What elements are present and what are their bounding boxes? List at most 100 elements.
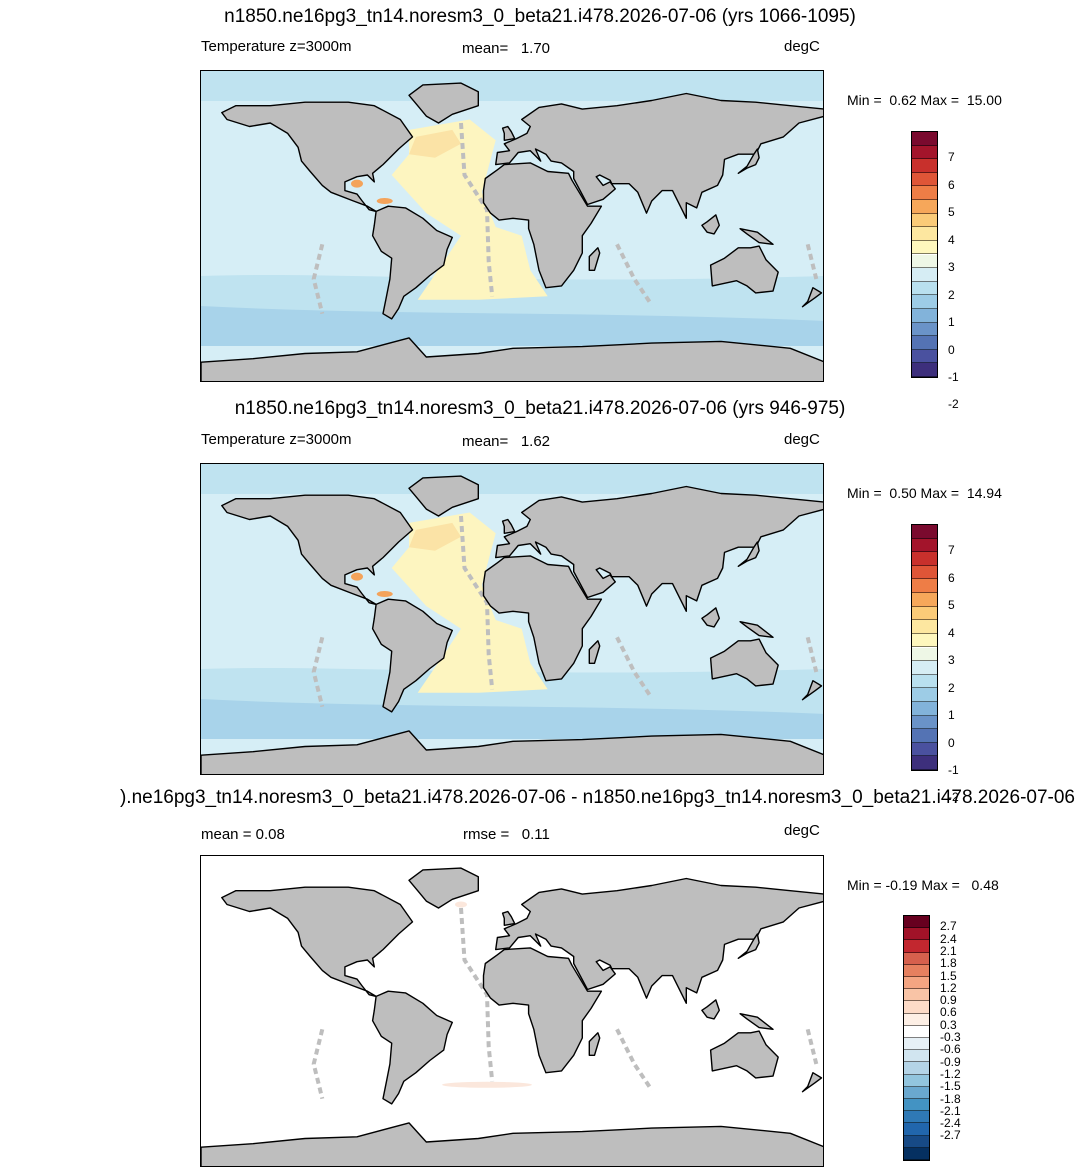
panel-title: ).ne16pg3_tn14.noresm3_0_beta21.i478.202… <box>119 787 1075 808</box>
colorbar-swatch <box>904 1147 929 1160</box>
min-value: 0.62 <box>889 92 917 108</box>
colorbar-tick-label: 1 <box>948 315 955 330</box>
colorbar-swatch <box>912 349 937 364</box>
colorbar-swatch <box>912 336 937 350</box>
colorbar-tick-label: 3 <box>948 653 955 668</box>
colorbar-tick-label: 1.5 <box>940 968 957 983</box>
colorbar-tick-label: 6 <box>948 570 955 585</box>
colorbar-swatch <box>904 1086 929 1099</box>
colorbar-swatch <box>912 661 937 675</box>
colorbar-swatch <box>904 1001 929 1014</box>
colorbar-swatch <box>912 688 937 702</box>
colorbar-tick-label: -2.4 <box>940 1116 961 1131</box>
colorbar-swatch <box>904 964 929 977</box>
colorbar-swatch <box>912 132 937 146</box>
colorbar-tick-label: 2.7 <box>940 919 957 934</box>
mean-label: mean = 0.08 <box>201 826 285 843</box>
colorbar-tick-label: 7 <box>948 150 955 165</box>
mean-value: 1.70 <box>520 40 551 57</box>
colorbar-swatch <box>904 1013 929 1026</box>
panel-title: n1850.ne16pg3_tn14.noresm3_0_beta21.i478… <box>224 6 856 27</box>
min-value: -0.19 <box>885 877 918 893</box>
colorbar-tick-label: 4 <box>948 232 955 247</box>
colorbar-swatch <box>912 172 937 187</box>
colorbar-tick-label: 5 <box>948 205 955 220</box>
colorbar-tick-label: 0.6 <box>940 1005 957 1020</box>
colorbar-tick-label: 6 <box>948 177 955 192</box>
colorbar-tick-label: 0.3 <box>940 1017 957 1032</box>
min-max-label: Min = 0.62 Max = 15.00 <box>847 92 1002 108</box>
min-value: 0.50 <box>889 485 917 501</box>
panel-3-difference: ).ne16pg3_tn14.noresm3_0_beta21.i478.202… <box>0 786 1080 1173</box>
colorbar-tick-label: -0.3 <box>940 1030 961 1044</box>
units-label: degC <box>784 38 820 55</box>
colorbar-swatch <box>912 145 937 160</box>
colorbar-swatch <box>912 742 937 757</box>
colorbar-swatch <box>904 1074 929 1087</box>
colorbar-swatch <box>904 952 929 965</box>
colorbar-swatch <box>904 1050 929 1063</box>
colorbar-tick-label: 2.4 <box>940 931 957 946</box>
panel-title: n1850.ne16pg3_tn14.noresm3_0_beta21.i478… <box>234 398 846 419</box>
colorbar-swatch <box>912 579 937 594</box>
colorbar-swatch <box>912 240 937 255</box>
colorbar-tick-label: 1.2 <box>940 980 957 995</box>
colorbar-swatch <box>904 940 929 953</box>
colorbar-tick-label: 7 <box>948 543 955 558</box>
colorbar-swatch <box>912 268 937 282</box>
colorbar-swatch <box>912 606 937 621</box>
colorbar-swatch <box>912 322 937 337</box>
mean-label: mean= 1.62 <box>462 433 551 450</box>
colorbar-swatch <box>912 281 937 296</box>
world-map <box>200 855 824 1167</box>
colorbar-swatch <box>912 538 937 553</box>
colorbar-swatch <box>904 1111 929 1124</box>
colorbar-swatch <box>904 1038 929 1051</box>
max-value: 0.48 <box>971 877 999 893</box>
colorbar-tick-label: 3 <box>948 260 955 275</box>
world-map <box>200 70 824 382</box>
units-label: degC <box>784 431 820 448</box>
world-map <box>200 463 824 775</box>
colorbar <box>911 131 938 378</box>
colorbar <box>903 915 930 1161</box>
colorbar-tick-label: -2.7 <box>940 1128 961 1143</box>
colorbar-tick-label: 5 <box>948 598 955 613</box>
colorbar-tick-label: -1.5 <box>940 1079 961 1094</box>
colorbar-swatch <box>904 1025 929 1038</box>
rmse-value: 0.11 <box>521 826 550 843</box>
colorbar-swatch <box>912 159 937 173</box>
mean-value: 1.62 <box>520 433 551 450</box>
colorbar-tick-label: -2 <box>948 790 959 805</box>
colorbar-swatch <box>912 565 937 580</box>
colorbar-tick-label: 2 <box>948 680 955 695</box>
panel-1: n1850.ne16pg3_tn14.noresm3_0_beta21.i478… <box>0 0 1080 411</box>
colorbar-tick-label: 0.9 <box>940 993 957 1008</box>
variable-label: Temperature z=3000m <box>201 38 352 55</box>
colorbar-swatch <box>912 200 937 214</box>
colorbar-swatch <box>904 1135 929 1148</box>
min-max-label: Min = 0.50 Max = 14.94 <box>847 485 1002 501</box>
max-value: 15.00 <box>966 92 1002 108</box>
colorbar-swatch <box>912 674 937 689</box>
max-value: 14.94 <box>966 485 1002 501</box>
colorbar-swatch <box>912 729 937 743</box>
colorbar-tick-label: -2.1 <box>940 1103 961 1118</box>
panel-2: n1850.ne16pg3_tn14.noresm3_0_beta21.i478… <box>0 393 1080 804</box>
colorbar-tick-label: 1 <box>948 708 955 723</box>
colorbar-tick-label: 0 <box>948 735 955 750</box>
colorbar-swatch <box>912 701 937 716</box>
colorbar-tick-label: 4 <box>948 625 955 640</box>
colorbar-swatch <box>912 593 937 607</box>
colorbar-tick-label: -1.8 <box>940 1091 961 1106</box>
colorbar-tick-label: -2 <box>948 397 959 412</box>
colorbar-swatch <box>904 1062 929 1075</box>
colorbar-tick-label: -0.9 <box>940 1054 961 1069</box>
colorbar-swatch <box>912 213 937 228</box>
colorbar-tick-label: -1.2 <box>940 1066 961 1081</box>
colorbar-tick-label: -1 <box>948 763 959 777</box>
variable-label: Temperature z=3000m <box>201 431 352 448</box>
colorbar-swatch <box>912 308 937 323</box>
colorbar-tick-label: -0.6 <box>940 1042 961 1057</box>
colorbar-swatch <box>912 620 937 634</box>
